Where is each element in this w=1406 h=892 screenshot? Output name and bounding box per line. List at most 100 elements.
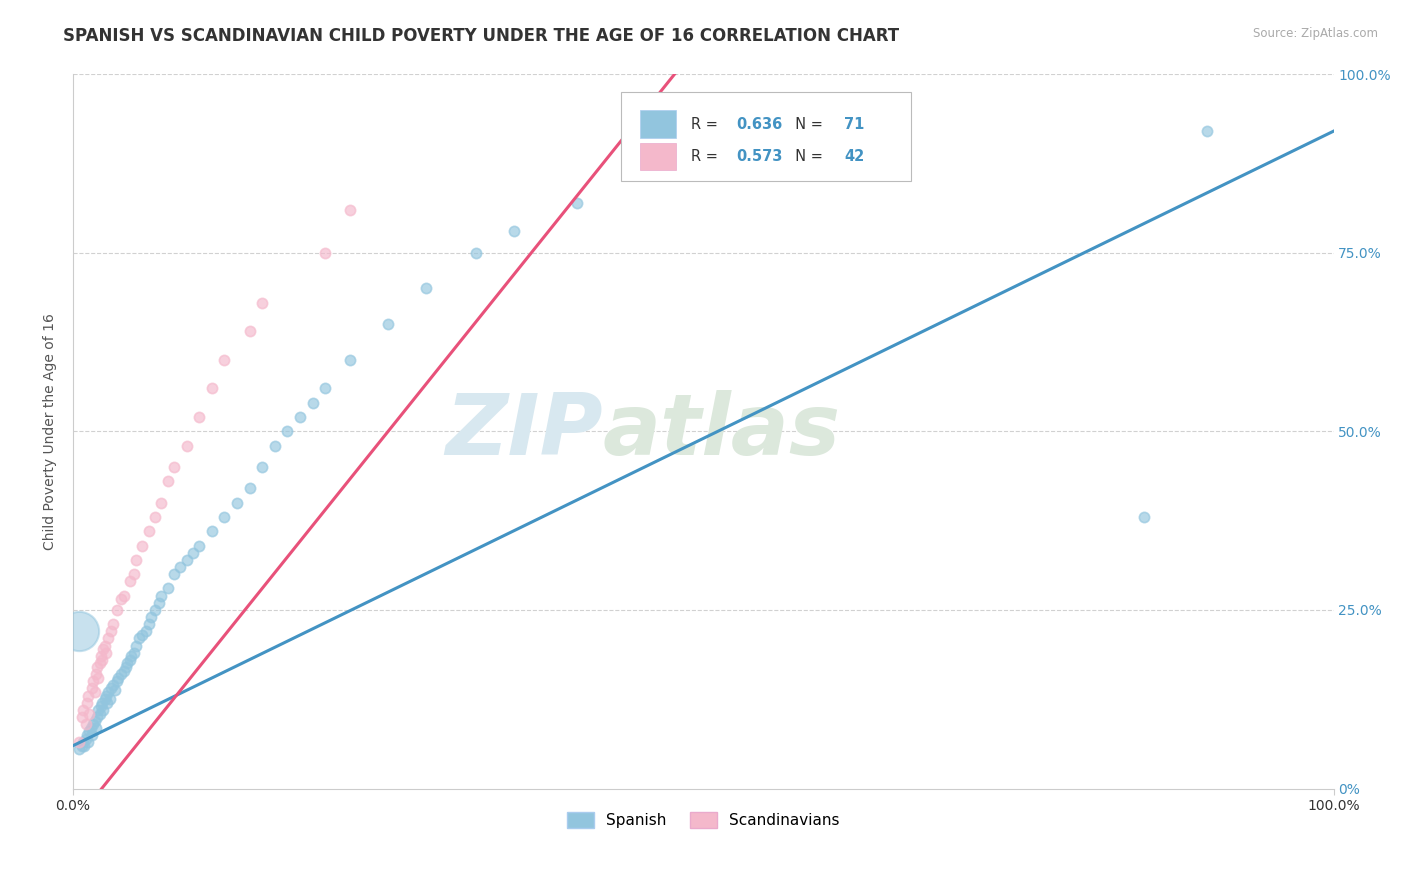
Point	[70, 739, 93, 753]
Point	[188, 409, 211, 424]
Point	[339, 202, 361, 217]
Point	[301, 395, 323, 409]
Point	[131, 539, 153, 553]
Point	[73, 739, 96, 753]
Point	[82, 674, 104, 689]
Text: 0.573: 0.573	[737, 149, 783, 164]
Point	[98, 692, 121, 706]
Point	[67, 624, 90, 639]
Point	[104, 682, 127, 697]
Y-axis label: Child Poverty Under the Age of 16: Child Poverty Under the Age of 16	[44, 313, 58, 549]
Text: ZIP: ZIP	[444, 390, 602, 473]
Point	[93, 639, 115, 653]
Point	[107, 671, 129, 685]
Point	[77, 689, 100, 703]
Point	[86, 660, 108, 674]
Point	[89, 657, 111, 671]
Point	[339, 352, 361, 367]
Point	[79, 724, 101, 739]
Text: N =: N =	[786, 149, 828, 164]
Point	[93, 642, 115, 657]
Point	[93, 692, 115, 706]
Point	[288, 409, 311, 424]
Point	[80, 728, 103, 742]
Point	[628, 167, 651, 181]
Point	[503, 224, 526, 238]
Point	[226, 496, 249, 510]
Point	[238, 324, 260, 338]
Point	[188, 539, 211, 553]
Point	[125, 639, 148, 653]
Point	[214, 510, 236, 524]
Point	[176, 439, 198, 453]
Point	[156, 582, 179, 596]
Point	[93, 703, 115, 717]
Point	[1197, 124, 1219, 138]
Point	[87, 671, 110, 685]
Point	[91, 653, 114, 667]
Text: N =: N =	[786, 117, 828, 131]
Point	[122, 646, 145, 660]
Point	[118, 574, 141, 589]
Text: Source: ZipAtlas.com: Source: ZipAtlas.com	[1253, 27, 1378, 40]
Point	[72, 735, 94, 749]
Point	[79, 706, 101, 721]
Point	[201, 381, 224, 395]
Bar	[640, 111, 675, 137]
Text: 42: 42	[845, 149, 865, 164]
Point	[131, 628, 153, 642]
Point	[276, 424, 298, 438]
Point	[169, 560, 191, 574]
Bar	[640, 143, 675, 169]
Point	[77, 735, 100, 749]
Point	[135, 624, 157, 639]
Point	[567, 195, 589, 210]
Point	[314, 381, 336, 395]
Point	[96, 696, 118, 710]
Point	[86, 710, 108, 724]
Point	[115, 660, 138, 674]
Point	[72, 703, 94, 717]
Point	[112, 664, 135, 678]
Point	[103, 617, 125, 632]
Point	[112, 589, 135, 603]
Point	[89, 706, 111, 721]
Point	[100, 681, 122, 696]
Point	[100, 624, 122, 639]
Point	[118, 653, 141, 667]
Point	[90, 699, 112, 714]
Point	[91, 696, 114, 710]
Point	[122, 567, 145, 582]
Point	[75, 717, 97, 731]
Point	[138, 524, 160, 539]
Point	[70, 710, 93, 724]
Point	[67, 742, 90, 756]
Point	[120, 649, 142, 664]
Point	[263, 439, 285, 453]
Point	[105, 674, 128, 689]
Point	[214, 352, 236, 367]
Text: atlas: atlas	[602, 390, 841, 473]
Point	[143, 603, 166, 617]
Point	[76, 728, 98, 742]
Text: 71: 71	[845, 117, 865, 131]
Point	[415, 281, 437, 295]
Text: SPANISH VS SCANDINAVIAN CHILD POVERTY UNDER THE AGE OF 16 CORRELATION CHART: SPANISH VS SCANDINAVIAN CHILD POVERTY UN…	[63, 27, 900, 45]
Point	[314, 245, 336, 260]
Point	[692, 138, 714, 153]
Point	[90, 649, 112, 664]
Point	[87, 703, 110, 717]
Point	[83, 685, 105, 699]
Point	[82, 717, 104, 731]
Legend: Spanish, Scandinavians: Spanish, Scandinavians	[561, 806, 846, 835]
Point	[80, 721, 103, 735]
Point	[105, 603, 128, 617]
Point	[163, 460, 186, 475]
FancyBboxPatch shape	[621, 92, 911, 181]
Point	[94, 689, 117, 703]
Text: 0.636: 0.636	[737, 117, 782, 131]
Point	[97, 632, 120, 646]
Point	[110, 592, 132, 607]
Point	[148, 596, 170, 610]
Point	[176, 553, 198, 567]
